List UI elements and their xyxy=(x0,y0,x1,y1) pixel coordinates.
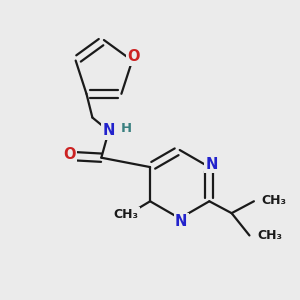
Text: O: O xyxy=(128,50,140,64)
Text: N: N xyxy=(175,214,188,230)
Text: O: O xyxy=(63,147,76,162)
Text: CH₃: CH₃ xyxy=(114,208,139,221)
Text: N: N xyxy=(206,157,218,172)
Text: CH₃: CH₃ xyxy=(261,194,286,207)
Text: H: H xyxy=(120,122,132,135)
Text: N: N xyxy=(103,123,115,138)
Text: CH₃: CH₃ xyxy=(257,229,282,242)
